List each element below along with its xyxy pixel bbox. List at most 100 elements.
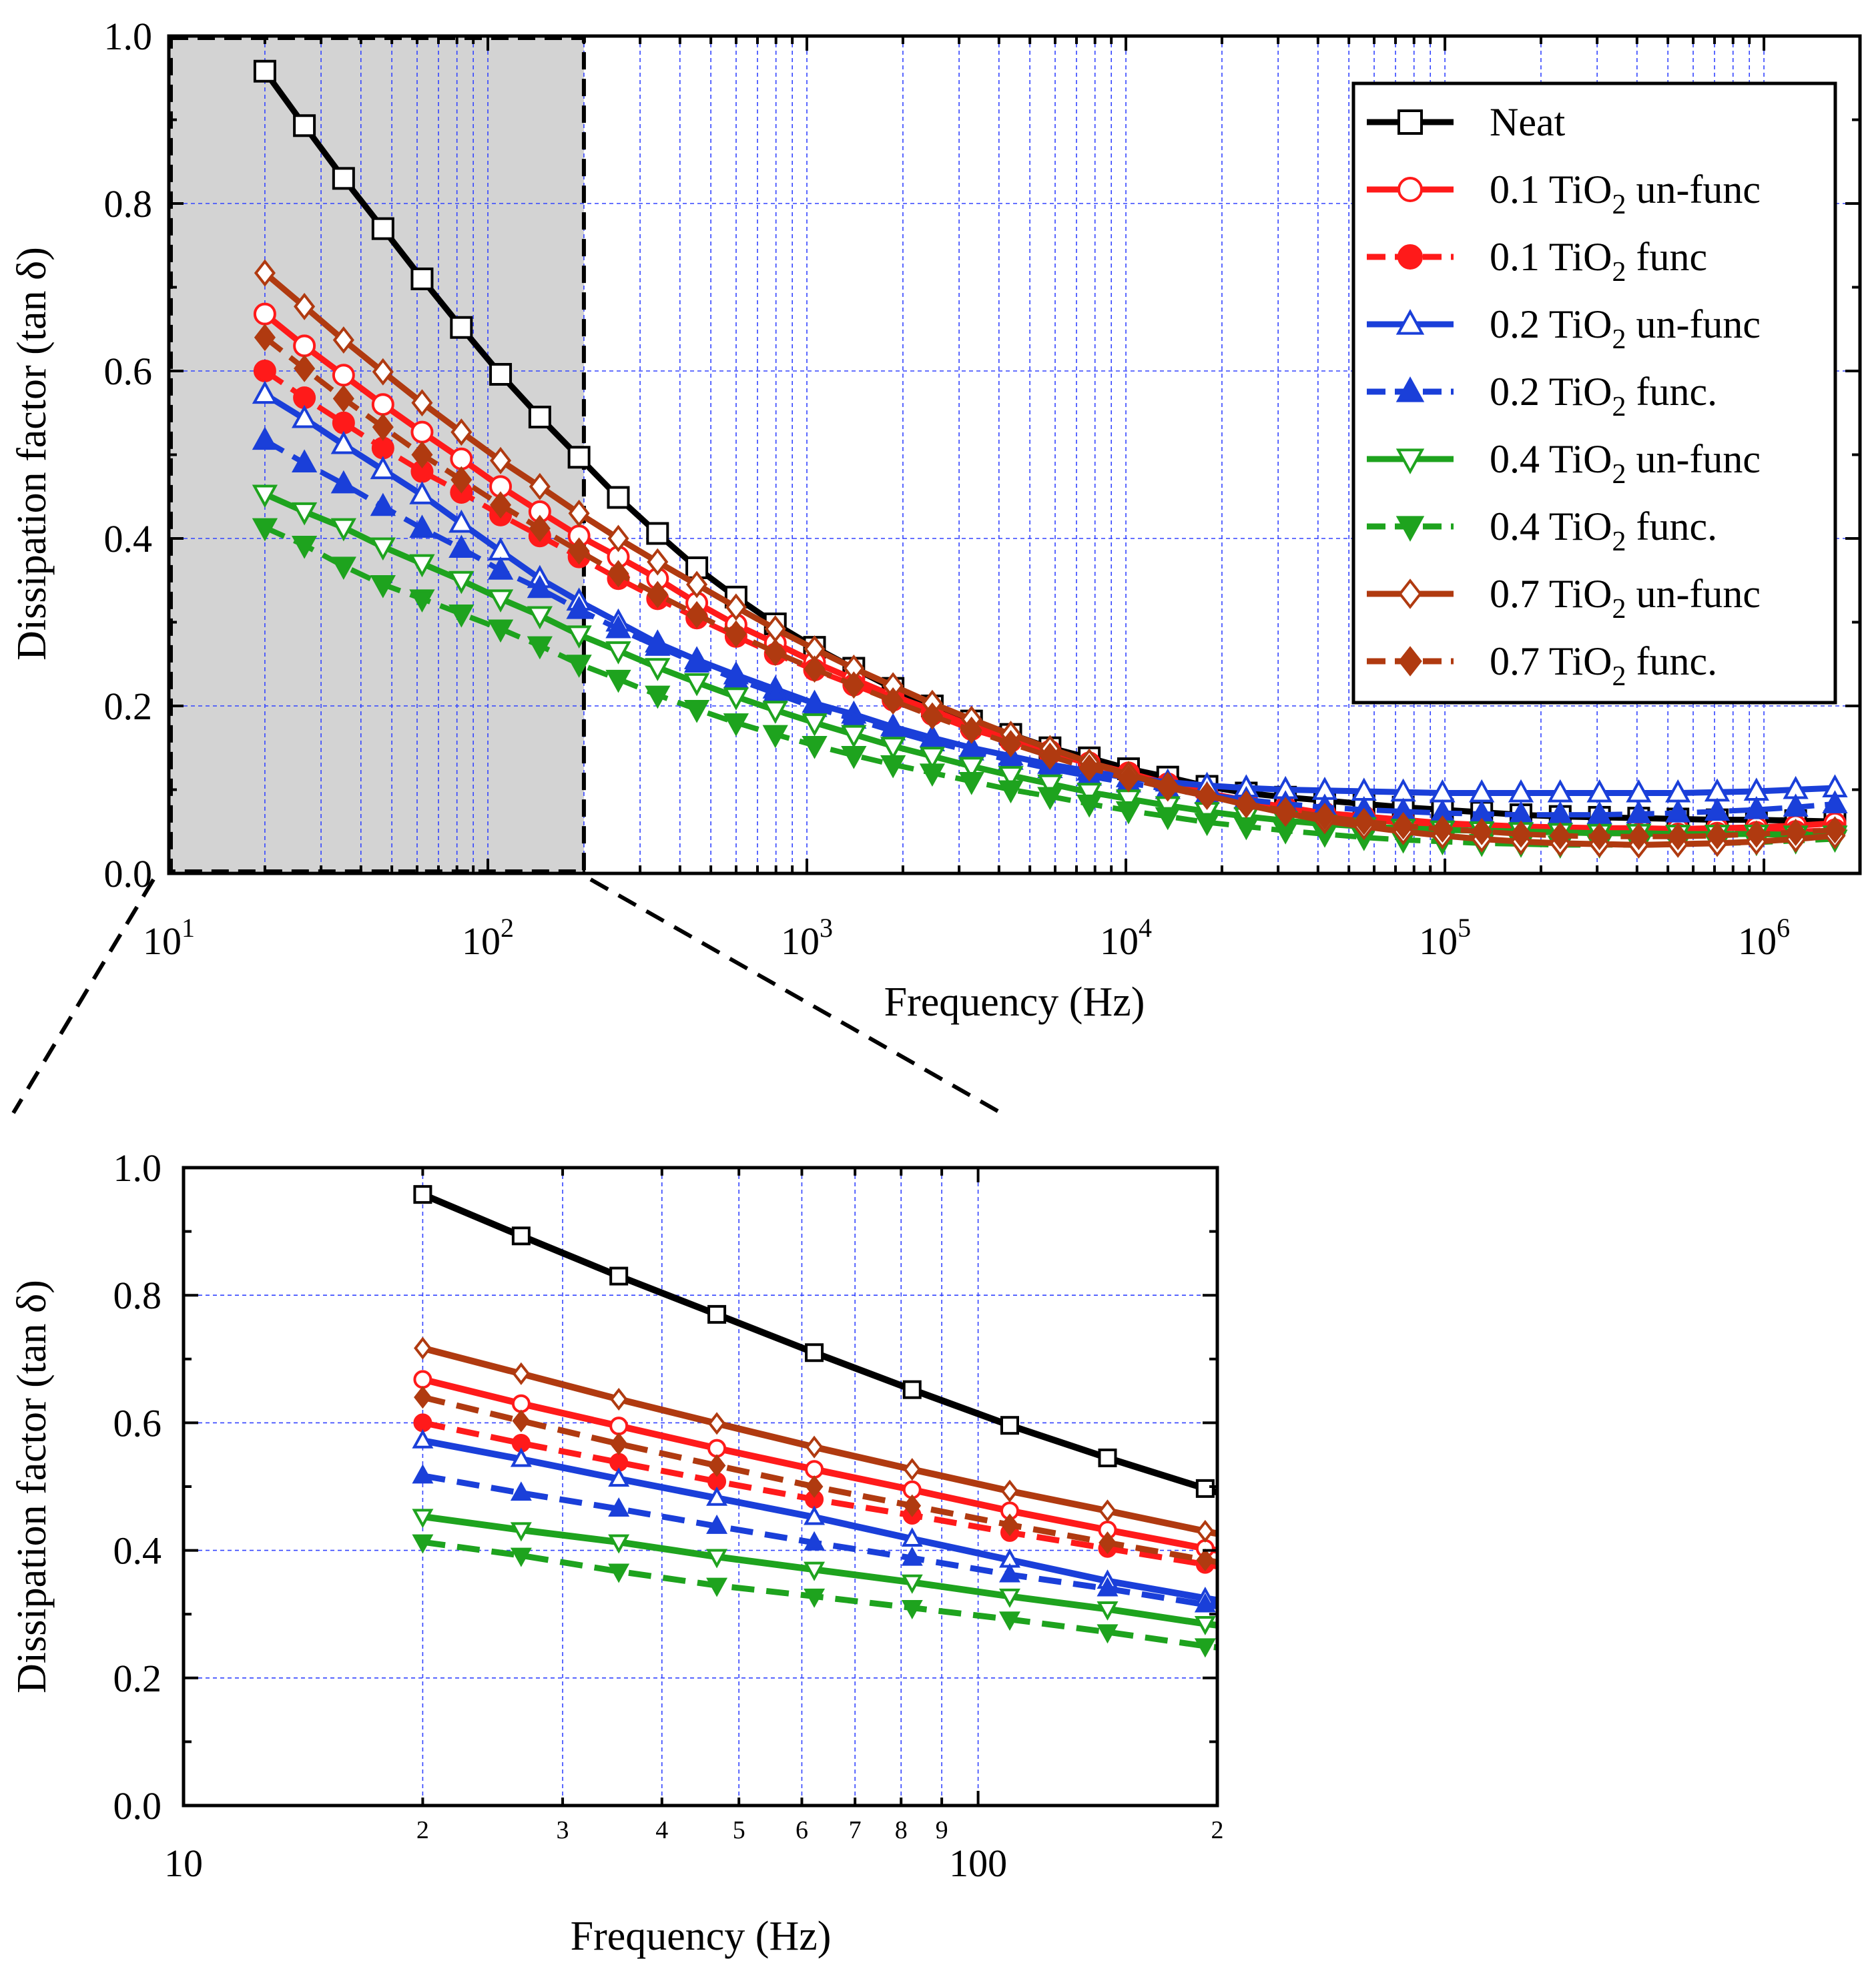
main-data-point <box>1000 729 1022 757</box>
legend-label: 0.1 TiO2 func <box>1490 235 1707 288</box>
main-data-point <box>958 771 984 795</box>
legend-marker <box>1397 109 1423 135</box>
main-data-point <box>607 524 629 552</box>
main-data-point <box>1037 774 1063 798</box>
main-data-point <box>1076 783 1103 806</box>
inset-data-point <box>608 1563 630 1583</box>
main-data-point <box>411 441 433 468</box>
main-data-point <box>1510 820 1532 848</box>
main-data-point <box>764 639 786 667</box>
main-data-point <box>1196 783 1218 811</box>
inset-y-tick-labels: 0.0 0.2 0.4 0.6 0.8 1.0 <box>113 1146 162 1828</box>
inset-data-point <box>511 1394 531 1413</box>
main-data-point <box>1078 754 1101 782</box>
main-data-point <box>605 669 631 693</box>
inset-y-tick-label: 0.6 <box>113 1401 162 1445</box>
main-data-point <box>1667 823 1689 851</box>
main-data-point <box>568 537 590 565</box>
main-data-point <box>370 492 396 516</box>
legend-label: 0.1 TiO2 un-func <box>1490 167 1761 220</box>
inset-data-point <box>1000 1479 1019 1503</box>
legend-entry-4: 0.2 TiO2 func. <box>1367 370 1717 422</box>
inset-x-axis-label: Frequency (Hz) <box>571 1914 832 1959</box>
inset-data-point <box>1097 1601 1119 1621</box>
main-data-point <box>291 536 318 559</box>
inset-data-point <box>413 1413 432 1433</box>
inset-data-point <box>414 1386 432 1409</box>
main-axis-ticks <box>168 35 1861 875</box>
inset-series-0 <box>413 1185 1219 1498</box>
main-data-point <box>1115 801 1142 825</box>
main-data-point <box>372 358 394 386</box>
main-data-point <box>1785 819 1807 847</box>
inset-data-point <box>1196 1548 1215 1571</box>
main-data-point <box>607 560 629 588</box>
zoom-connector-right <box>589 877 1002 1115</box>
inset-data-point <box>608 1467 630 1487</box>
inset-data-point <box>510 1481 532 1501</box>
main-data-point <box>294 292 316 320</box>
inset-data-point <box>512 1362 531 1385</box>
main-data-point <box>686 601 708 629</box>
main-data-point <box>253 59 276 83</box>
inset-chart: 0.0 0.2 0.4 0.6 0.8 1.0 10 100 2 3 4 5 6 7 8 9 2 Freque… <box>9 1146 1224 1959</box>
inset-x-minor-tick-label: 2 <box>416 1816 429 1844</box>
inset-data-point <box>1196 1519 1215 1543</box>
main-series-8 <box>254 324 1846 851</box>
main-data-point <box>723 665 749 689</box>
inset-data-point <box>804 1531 826 1551</box>
legend-marker <box>1398 578 1422 609</box>
inset-series-1 <box>413 1370 1218 1558</box>
main-data-point <box>566 625 592 649</box>
inset-series-line <box>422 1344 1218 1537</box>
inset-series-7 <box>414 1336 1218 1543</box>
inset-data-point <box>707 1439 727 1458</box>
inset-data-point <box>1097 1577 1119 1597</box>
inset-axis-ticks <box>182 1166 1219 1807</box>
main-data-point <box>1706 822 1729 850</box>
main-data-point <box>370 537 396 561</box>
main-data-point <box>958 757 984 780</box>
main-data-point <box>253 360 276 382</box>
main-data-point <box>1704 797 1731 821</box>
main-data-point <box>330 430 356 454</box>
main-data-point <box>802 735 828 759</box>
inset-data-point <box>609 1387 628 1411</box>
legend-label: 0.2 TiO2 func. <box>1490 370 1717 422</box>
inset-y-tick-label: 0.4 <box>113 1529 162 1573</box>
main-data-point <box>1313 803 1336 831</box>
main-data-point <box>293 386 316 410</box>
main-data-point <box>291 502 318 526</box>
main-data-point <box>372 413 394 441</box>
inset-data-point <box>512 1409 531 1433</box>
inset-data-point <box>901 1600 923 1619</box>
main-y-tick-labels: 0.0 0.2 0.4 0.6 0.8 1.0 <box>104 15 153 895</box>
inset-y-axis-label: Dissipation factor (tan δ) <box>9 1280 55 1693</box>
main-data-point <box>1039 742 1061 770</box>
inset-x-tick-labels: 10 100 2 3 4 5 6 7 8 9 2 <box>164 1816 1224 1885</box>
legend-marker <box>1397 244 1423 270</box>
main-data-point <box>1194 813 1220 837</box>
main-data-point <box>998 780 1024 804</box>
main-data-point <box>450 447 473 470</box>
main-data-point <box>804 655 826 683</box>
legend-marker <box>1395 448 1425 474</box>
inset-data-point <box>804 1588 826 1608</box>
main-data-point <box>252 518 278 542</box>
main-data-point <box>998 766 1024 789</box>
main-data-point <box>332 364 355 387</box>
inset-data-point <box>999 1588 1020 1608</box>
inset-data-point <box>414 1336 432 1360</box>
main-data-point <box>568 499 590 527</box>
main-data-point <box>841 746 867 769</box>
main-data-point <box>645 658 671 681</box>
main-data-point <box>371 217 394 240</box>
main-data-point <box>332 411 355 434</box>
inset-data-point <box>609 1417 629 1436</box>
inset-data-point <box>707 1454 726 1477</box>
legend-entry-0: Neat <box>1367 100 1566 144</box>
main-data-point <box>1037 787 1063 811</box>
main-data-point <box>410 267 434 290</box>
inset-series-8 <box>414 1386 1218 1571</box>
main-x-tick-label: 101 <box>143 913 195 963</box>
